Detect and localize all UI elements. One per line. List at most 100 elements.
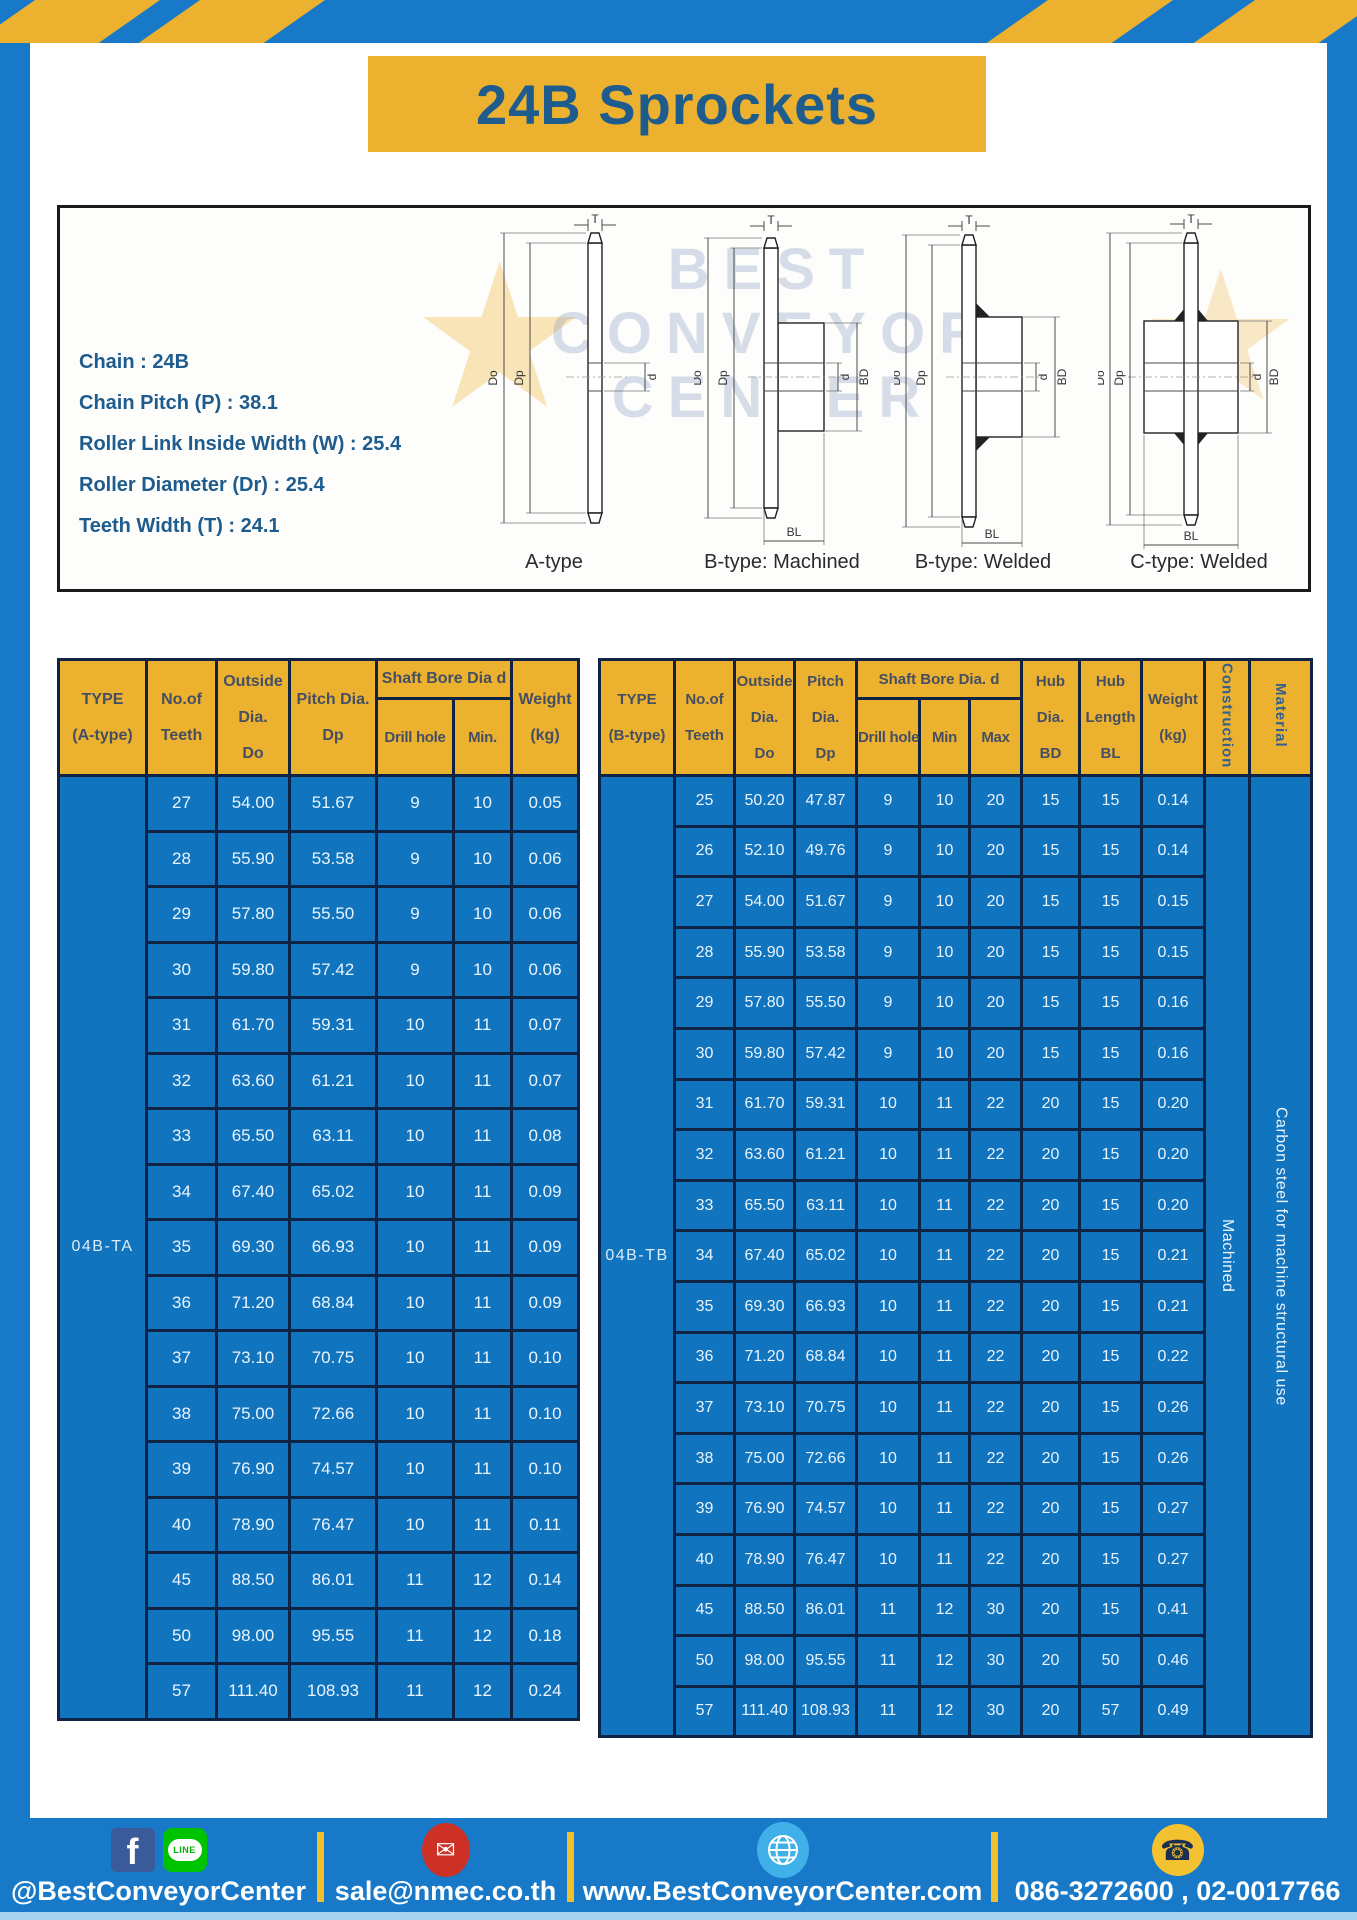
table-cell: 20: [1020, 1684, 1082, 1739]
table-cell: 57.42: [288, 940, 378, 999]
construction-value: Machined: [1203, 773, 1252, 1739]
table-cell: 11: [918, 1381, 971, 1435]
type-label: 04B-TA: [57, 774, 148, 1721]
table-row: 32 63.60 61.21 10 11 0.07: [59, 1051, 580, 1110]
table-cell: 28: [145, 829, 218, 888]
table-cell: 31: [145, 996, 218, 1055]
table-cell: 0.14: [510, 1551, 580, 1610]
table-cell: 10: [855, 1178, 921, 1233]
table-cell: 9: [375, 829, 455, 888]
table-cell: 11: [918, 1128, 971, 1182]
table-cell: 0.06: [510, 829, 580, 888]
table-cell: 68.84: [793, 1330, 858, 1385]
globe-icon: [756, 1822, 809, 1878]
table-cell: 15: [1078, 1178, 1144, 1233]
table-cell: 0.09: [510, 1218, 580, 1277]
table-cell: 0.15: [1140, 925, 1207, 980]
table-cell: 10: [375, 1162, 455, 1221]
table-cell: 59.80: [733, 1026, 796, 1081]
table-cell: 10: [918, 1026, 971, 1081]
table-cell: 10: [918, 925, 971, 980]
table-cell: 71.20: [215, 1273, 291, 1332]
table-cell: 10: [918, 824, 971, 879]
table-cell: 61.70: [215, 996, 291, 1055]
footer-website-segment: www.BestConveyorCenter.com: [574, 1818, 991, 1912]
table-cell: 73.10: [733, 1381, 796, 1435]
table-row: 04B-TB 25 50.20 47.87 9 10 20 15 15 0.14 Machined C…: [598, 773, 1314, 1739]
svg-text:Dp: Dp: [914, 370, 928, 386]
table-cell: 22: [967, 1279, 1024, 1334]
col-header-hub-length-b: Hub Length BL: [1078, 658, 1144, 777]
table-cell: 11: [452, 996, 513, 1055]
table-cell: 25: [673, 774, 736, 828]
table-cell: 61.21: [288, 1051, 378, 1110]
corner-stripe: [986, 0, 1173, 43]
table-cell: 75.00: [733, 1431, 796, 1486]
svg-text:BL: BL: [787, 525, 802, 539]
spec-line: Chain : 24B: [79, 351, 190, 373]
table-cell: 15: [1078, 1026, 1144, 1081]
table-cell: 39: [145, 1440, 218, 1499]
table-cell: 15: [1078, 1532, 1144, 1587]
table-cell: 10: [375, 1273, 455, 1332]
table-row: 40 78.90 76.47 10 11 0.11: [59, 1495, 580, 1554]
table-cell: 0.20: [1140, 1178, 1207, 1233]
table-cell: 40: [673, 1532, 736, 1587]
table-a-body: 04B-TA 27 54.00 51.67 9 10 0.05 28 55.90 53.58 9 10…: [57, 774, 580, 1721]
table-row: 39 76.90 74.57 10 11 0.10: [59, 1440, 580, 1499]
caption-b-type-welded: B-type: Welded: [914, 551, 1052, 573]
contact-footer: f LINE @BestConveyorCenter ✉ sale@nmec.c…: [0, 1818, 1357, 1912]
table-row: 37 73.10 70.75 10 11 22 20 15 0.26: [600, 1381, 1312, 1435]
table-cell: 73.10: [215, 1329, 291, 1388]
table-cell: 10: [375, 1495, 455, 1554]
table-cell: 10: [452, 885, 513, 944]
caption-c-type-welded: C-type: Welded: [1130, 551, 1268, 573]
table-cell: 65.02: [793, 1229, 858, 1283]
watermark-star-icon: ★: [410, 226, 590, 449]
material-value: Carbon steel for machine structural use: [1248, 773, 1314, 1739]
table-cell: 11: [375, 1606, 455, 1665]
table-cell: 22: [967, 1330, 1024, 1385]
table-cell: 20: [967, 925, 1024, 980]
table-cell: 10: [375, 1440, 455, 1499]
col-header-teeth-a: No.of Teeth: [145, 658, 218, 777]
table-cell: 50: [1078, 1634, 1144, 1688]
table-cell: 0.15: [1140, 875, 1207, 929]
table-cell: 0.26: [1140, 1381, 1207, 1435]
email-address: sale@nmec.co.th: [334, 1876, 557, 1906]
col-header-type-b: TYPE (B-type): [598, 658, 676, 777]
footer-divider: [991, 1832, 998, 1902]
svg-text:T: T: [767, 213, 775, 227]
col-header-material: Material: [1248, 658, 1314, 777]
table-cell: 30: [967, 1634, 1024, 1688]
table-cell: 33: [145, 1107, 218, 1166]
table-cell: 20: [1020, 1634, 1082, 1688]
svg-text:d: d: [1250, 374, 1264, 381]
table-cell: 76.90: [733, 1482, 796, 1536]
caption-a-type: A-type: [525, 551, 583, 573]
table-cell: 11: [855, 1684, 921, 1739]
table-cell: 33: [673, 1178, 736, 1233]
col-header-type-a: TYPE (A-type): [57, 658, 148, 777]
table-cell: 95.55: [288, 1606, 378, 1665]
table-cell: 0.46: [1140, 1634, 1207, 1688]
table-cell: 15: [1078, 1279, 1144, 1334]
svg-text:BL: BL: [985, 527, 1000, 541]
table-cell: 15: [1020, 976, 1082, 1030]
table-cell: 76.47: [288, 1495, 378, 1554]
table-cell: 53.58: [288, 829, 378, 888]
col-header-outside-dia-a: Outside Dia. Do: [215, 658, 291, 777]
table-cell: 67.40: [215, 1162, 291, 1221]
svg-text:BL: BL: [1184, 529, 1199, 543]
svg-text:T: T: [965, 213, 973, 227]
corner-stripe: [0, 0, 161, 43]
table-row: 35 69.30 66.93 10 11 0.09: [59, 1218, 580, 1277]
table-row: 30 59.80 57.42 9 10 0.06: [59, 940, 580, 999]
table-cell: 65.50: [215, 1107, 291, 1166]
table-cell: 15: [1020, 824, 1082, 879]
table-row: 29 57.80 55.50 9 10 20 15 15 0.16: [600, 976, 1312, 1030]
col-header-pitch-dia-a: Pitch Dia. Dp: [288, 658, 378, 777]
table-cell: 22: [967, 1229, 1024, 1283]
table-cell: 11: [452, 1051, 513, 1110]
